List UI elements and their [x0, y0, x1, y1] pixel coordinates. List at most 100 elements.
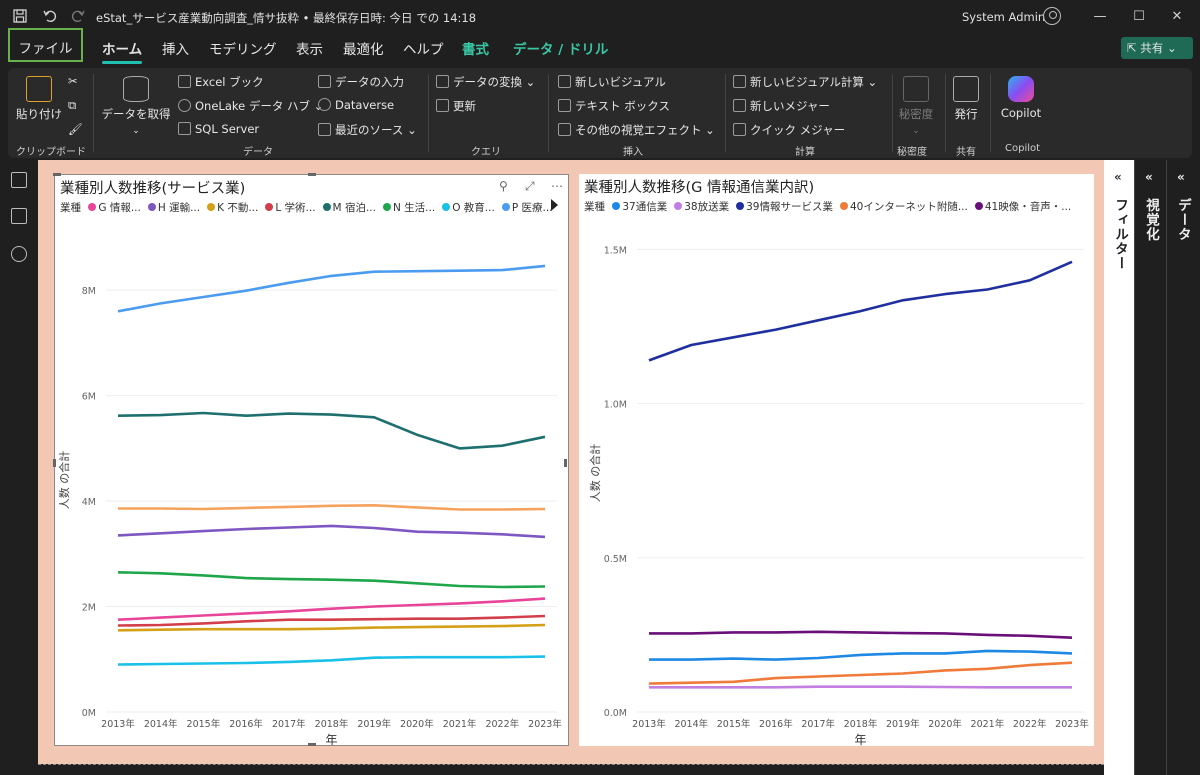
more-options-icon[interactable]: ⋯ — [551, 179, 563, 193]
report-canvas[interactable]: 業種別人数推移(サービス業) ⚲ ⤢ ⋯ 業種 G 情報... H 運輸... K … — [38, 160, 1104, 764]
series-line[interactable] — [117, 524, 546, 539]
filters-pane-label[interactable]: フィルター — [1112, 198, 1128, 271]
enter-data-button[interactable]: データの入力 — [318, 74, 404, 90]
line-chart-ict[interactable]: 業種別人数推移(G 情報通信業内訳) 業種 37通信業 38放送業 39情報サービス… — [579, 174, 1094, 746]
user-icon[interactable] — [1043, 7, 1061, 25]
onelake-button[interactable]: OneLake データ ハブ ⌄ — [178, 98, 323, 114]
sensitivity-button[interactable]: 秘密度 ⌄ — [896, 76, 936, 136]
expand-chevron-icon[interactable]: « — [1145, 170, 1153, 184]
share-button[interactable]: ⇱ 共有 ⌄ — [1121, 37, 1193, 59]
redo-icon[interactable] — [70, 8, 86, 24]
quick-measure-button[interactable]: クイック メジャー — [733, 122, 845, 138]
filters-pane-collapsed[interactable]: « フィルター — [1104, 160, 1134, 775]
legend-item[interactable]: G 情報... — [88, 202, 141, 214]
legend-marker — [974, 202, 983, 210]
data-pane-label[interactable]: データ — [1175, 198, 1191, 242]
tab-home[interactable]: ホーム — [102, 38, 143, 64]
focus-mode-icon[interactable]: ⤢ — [525, 179, 535, 193]
legend-item[interactable]: 41映像・音声・... — [974, 201, 1071, 213]
legend-item[interactable]: 40インターネット附随... — [839, 201, 968, 213]
tab-help[interactable]: ヘルプ — [403, 42, 444, 58]
undo-icon[interactable] — [42, 8, 58, 24]
legend-item[interactable]: L 学術... — [265, 202, 316, 214]
legend-item[interactable]: H 運輸... — [147, 202, 200, 214]
visualizations-pane-collapsed[interactable]: « 視覚化 — [1134, 160, 1166, 775]
copy-icon[interactable]: ⧉ — [68, 98, 77, 112]
format-painter-icon[interactable]: 🖌 — [68, 122, 83, 136]
title-bar: eStat_サービス産業動向調査_情サ抜粋 • 最終保存日時: 今日 での 14… — [0, 0, 1200, 34]
legend-item[interactable]: O 教育... — [442, 202, 495, 214]
series-line[interactable] — [117, 655, 546, 666]
series-line[interactable] — [117, 411, 546, 450]
legend-item[interactable]: K 不動... — [207, 202, 258, 214]
data-pane-collapsed[interactable]: « データ — [1166, 160, 1200, 775]
tab-optimize[interactable]: 最適化 — [343, 42, 384, 58]
legend-marker — [147, 203, 156, 211]
series-line[interactable] — [117, 571, 546, 589]
tab-file[interactable]: ファイル — [8, 28, 83, 62]
new-visual-button[interactable]: 新しいビジュアル — [558, 74, 666, 90]
series-line[interactable] — [117, 597, 546, 621]
publish-button[interactable]: 発行 — [950, 76, 982, 122]
dax-query-view-icon[interactable] — [11, 246, 27, 262]
series-line[interactable] — [648, 661, 1073, 685]
expand-chevron-icon[interactable]: « — [1177, 170, 1185, 184]
legend-item[interactable]: M 宿泊... — [322, 202, 376, 214]
new-measure-button[interactable]: 新しいメジャー — [733, 98, 830, 114]
visualizations-pane-label[interactable]: 視覚化 — [1143, 198, 1159, 242]
tab-data-drill[interactable]: データ / ドリル — [513, 42, 609, 58]
tab-format[interactable]: 書式 — [462, 42, 489, 58]
report-view-icon[interactable] — [11, 172, 27, 188]
copilot-button[interactable]: Copilot — [998, 76, 1044, 120]
sql-icon — [178, 122, 191, 135]
publish-icon — [953, 76, 979, 102]
expand-chevron-icon[interactable]: « — [1114, 170, 1122, 184]
series-line[interactable] — [649, 685, 1072, 689]
sql-server-button[interactable]: SQL Server — [178, 122, 259, 136]
line-chart-services[interactable]: 業種別人数推移(サービス業) ⚲ ⤢ ⋯ 業種 G 情報... H 運輸... K … — [53, 173, 569, 746]
share-label: 共有 — [1140, 41, 1164, 55]
x-tick-label: 2017年 — [801, 718, 835, 730]
new-visual-calc-button[interactable]: 新しいビジュアル計算 ⌄ — [733, 74, 877, 90]
series-line[interactable] — [117, 614, 546, 627]
visual-title: 業種別人数推移(G 情報通信業内訳) — [584, 180, 815, 196]
paste-button[interactable]: 貼り付け — [14, 76, 64, 122]
x-tick-label: 2015年 — [717, 718, 751, 730]
legend-item[interactable]: 39情報サービス業 — [736, 201, 833, 213]
tab-modeling[interactable]: モデリング — [209, 42, 277, 58]
tab-view[interactable]: 表示 — [296, 42, 323, 58]
series-line[interactable] — [649, 649, 1073, 661]
user-name[interactable]: System Admin — [962, 10, 1046, 24]
series-line[interactable] — [117, 264, 546, 313]
tab-insert[interactable]: 挿入 — [162, 42, 189, 58]
more-visuals-button[interactable]: その他の視覚エフェクト ⌄ — [558, 122, 715, 138]
minimize-button[interactable]: — — [1093, 9, 1107, 24]
refresh-button[interactable]: 更新 — [436, 98, 476, 114]
maximize-button[interactable]: ☐ — [1133, 9, 1145, 24]
legend-item[interactable]: N 生活... — [382, 202, 435, 214]
legend-item[interactable]: P 医療... — [501, 202, 553, 214]
get-data-button[interactable]: データを取得 ⌄ — [100, 76, 172, 136]
x-axis-title: 年 — [325, 733, 337, 745]
recent-sources-button[interactable]: 最近のソース ⌄ — [318, 122, 417, 138]
transform-data-button[interactable]: データの変換 ⌄ — [436, 74, 535, 90]
series-line[interactable] — [117, 623, 546, 632]
legend: 業種 37通信業 38放送業 39情報サービス業 40インターネット附随... 41映像… — [584, 199, 1078, 214]
excel-button[interactable]: Excel ブック — [178, 74, 264, 90]
filter-icon[interactable]: ⚲ — [499, 179, 508, 193]
series-line[interactable] — [649, 630, 1073, 639]
save-icon[interactable] — [12, 8, 28, 24]
table-view-icon[interactable] — [11, 208, 27, 224]
legend-item[interactable]: 37通信業 — [612, 201, 667, 213]
dataverse-button[interactable]: Dataverse — [318, 98, 394, 112]
legend-label: K 不動... — [217, 202, 259, 214]
series-line[interactable] — [648, 260, 1073, 362]
textbox-button[interactable]: テキスト ボックス — [558, 98, 670, 114]
legend-item[interactable]: 38放送業 — [674, 201, 729, 213]
legend-label: L 学術... — [275, 202, 316, 214]
transform-icon — [436, 75, 449, 88]
series-line[interactable] — [118, 503, 546, 511]
cut-icon[interactable]: ✂ — [68, 74, 78, 88]
close-button[interactable]: ✕ — [1171, 9, 1183, 24]
legend-next-arrow-icon[interactable] — [551, 199, 558, 211]
